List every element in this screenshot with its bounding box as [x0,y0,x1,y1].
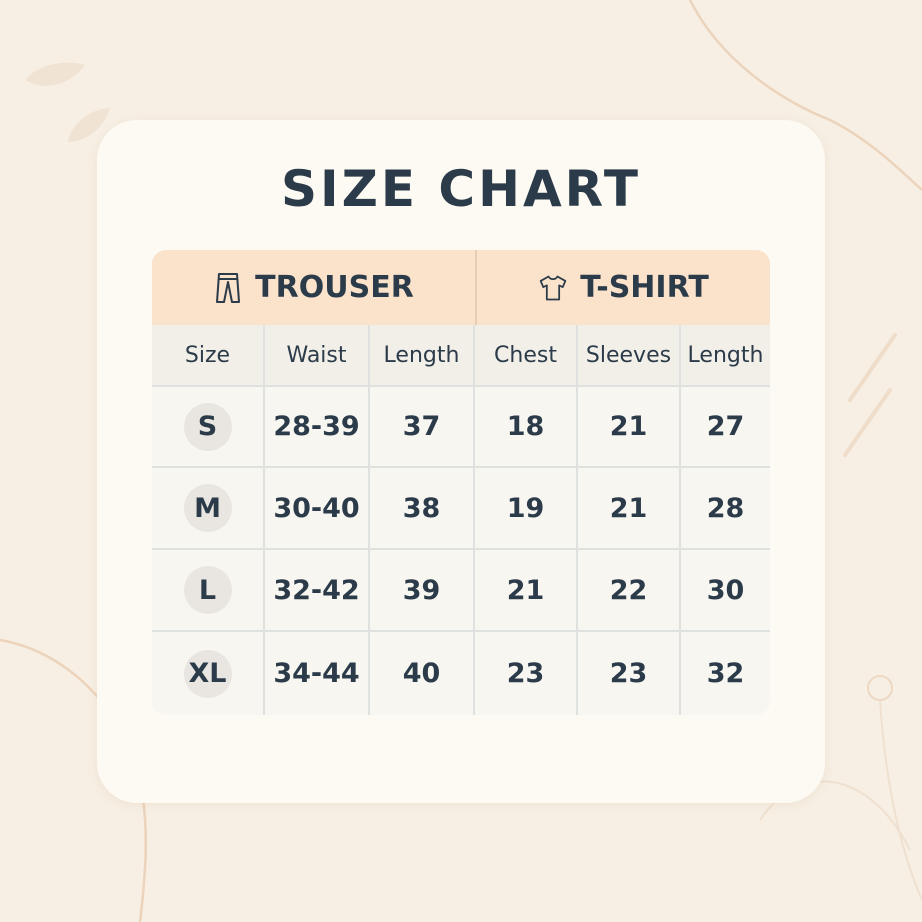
table-cell: 32 [681,632,770,715]
size-cell: M [152,468,265,550]
page-title: SIZE CHART [280,160,642,218]
column-header: Sleeves [578,325,681,387]
column-header: Length [681,325,770,387]
column-header: Waist [265,325,370,387]
table-cell: 40 [370,632,475,715]
size-badge: L [183,566,232,614]
size-cell: S [152,387,265,468]
table-cell: 21 [475,550,578,632]
table-cell: 38 [370,468,475,550]
table-cell: 37 [370,387,475,468]
table-cell: 27 [681,387,770,468]
column-header: Size [152,325,265,387]
group-header-tshirt: T-SHIRT [477,250,770,325]
size-badge: XL [183,649,232,698]
size-cell: L [152,550,265,632]
table-cell: 23 [475,632,578,715]
table-cell: 21 [578,387,681,468]
table-cell: 19 [475,468,578,550]
column-header: Length [370,325,475,387]
table-cell: 32-42 [265,550,370,632]
group-label: T-SHIRT [580,270,709,305]
size-table: TROUSER T-SHIRT Size Waist Length Chest Slee… [152,250,770,715]
tshirt-icon [539,275,567,300]
table-cell: 22 [578,550,681,632]
table-cell: 30-40 [265,468,370,550]
table-cell: 34-44 [265,632,370,715]
table-cell: 28-39 [265,387,370,468]
size-cell: XL [152,632,265,715]
table-cell: 39 [370,550,475,632]
table-cell: 21 [578,468,681,550]
group-header-trouser: TROUSER [152,250,477,325]
table-cell: 28 [681,468,770,550]
table-cell: 23 [578,632,681,715]
group-label: TROUSER [255,270,414,305]
size-badge: S [183,402,232,451]
column-header: Chest [475,325,578,387]
table-cell: 30 [681,550,770,632]
table-cell: 18 [475,387,578,468]
size-badge: M [183,484,232,532]
trousers-icon [216,272,241,303]
